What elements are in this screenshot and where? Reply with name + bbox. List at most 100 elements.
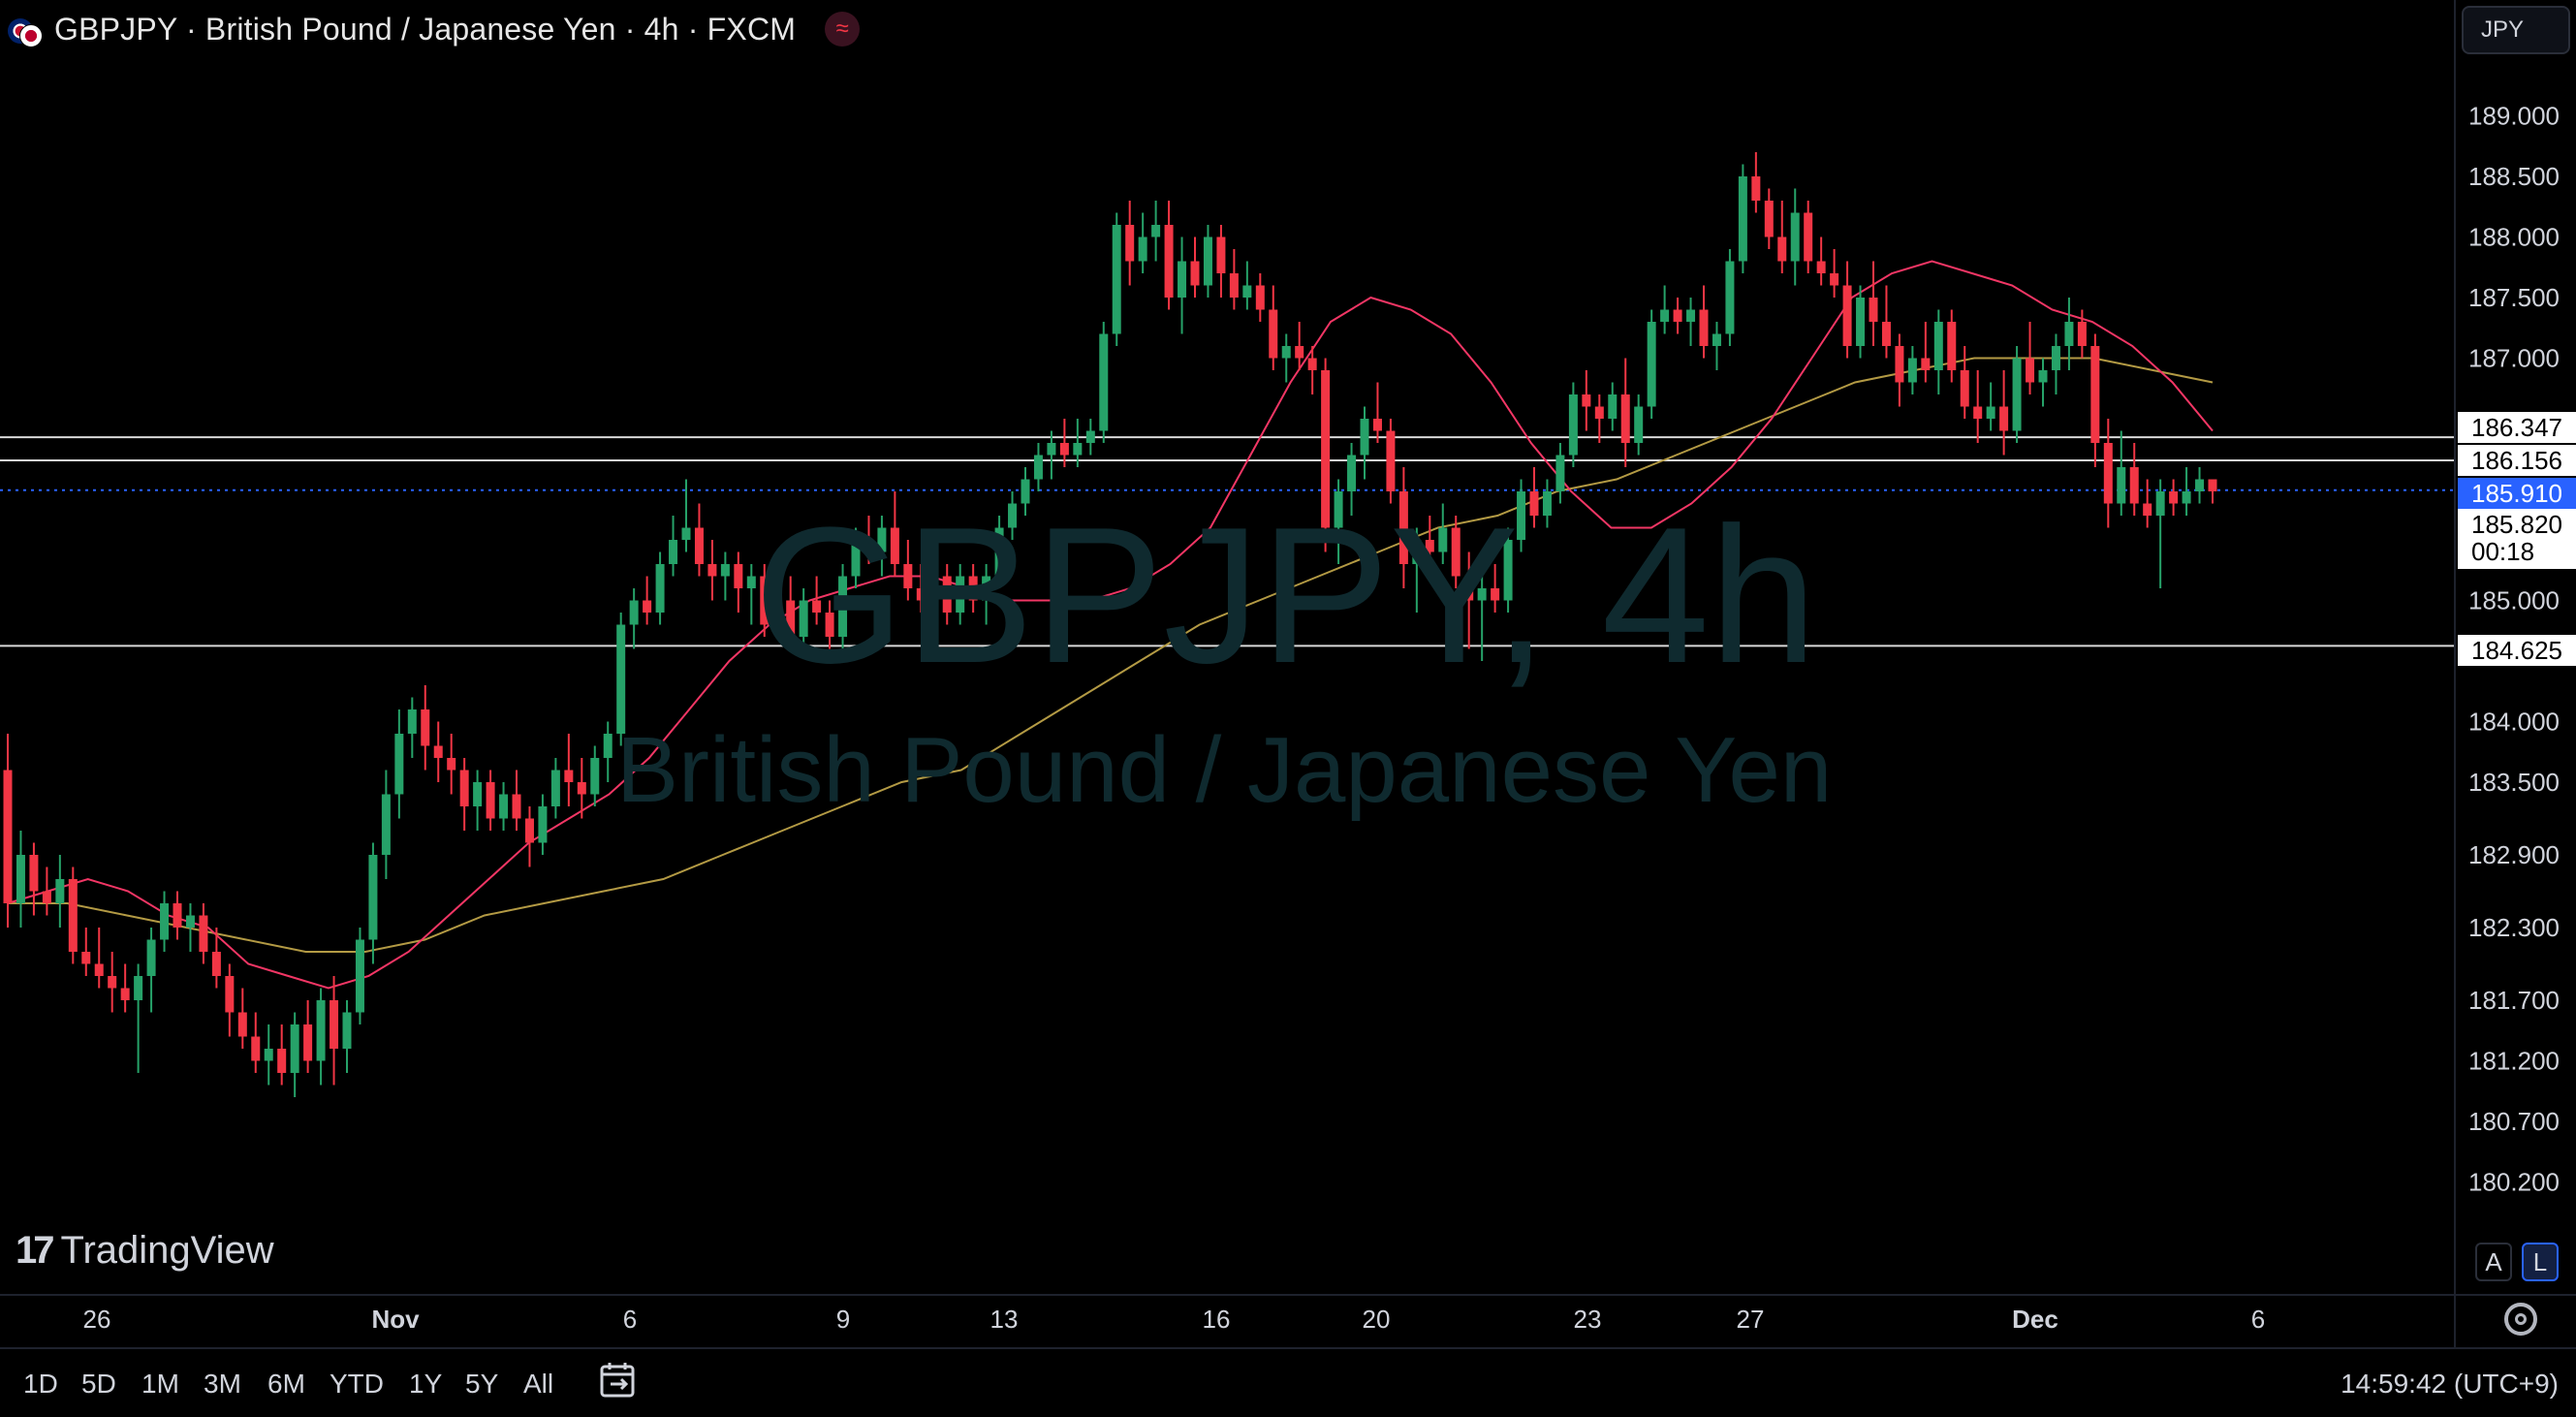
candle-body (1542, 491, 1552, 516)
candle-body (433, 745, 443, 758)
countdown-timer: 00:18 (2471, 537, 2535, 566)
candle-body (237, 1012, 247, 1037)
candle-body (120, 988, 130, 1000)
candle-body (1398, 491, 1408, 564)
candle-body (734, 564, 743, 588)
candle-body (903, 564, 913, 588)
candle-body (81, 952, 91, 964)
timeframe-1y[interactable]: 1Y (409, 1369, 443, 1399)
candle-body (368, 855, 378, 940)
candle-body (2117, 467, 2126, 504)
watermark-symbol: GBPJPY, 4h (754, 488, 1817, 704)
candle-body (1138, 236, 1147, 262)
candle-body (1412, 540, 1422, 564)
bottom-toolbar (0, 1347, 2576, 1417)
timeframe-all[interactable]: All (523, 1369, 554, 1399)
x-tick-label: 23 (1574, 1305, 1602, 1334)
candle-body (303, 1024, 313, 1061)
timeframe-5y[interactable]: 5Y (465, 1369, 499, 1399)
candle-body (655, 564, 665, 613)
candle-body (2026, 358, 2035, 383)
x-tick-label: 9 (836, 1305, 850, 1334)
timeframe-1d[interactable]: 1D (23, 1369, 58, 1399)
candle-body (225, 976, 235, 1013)
chart-header: GBPJPY · British Pound / Japanese Yen · … (0, 0, 861, 58)
candle-body (342, 1012, 352, 1049)
timeframe-ytd[interactable]: YTD (330, 1369, 384, 1399)
candle-body (251, 1036, 261, 1061)
last-price-label: 185.910 (2458, 478, 2576, 509)
date-range-calendar-icon[interactable] (599, 1361, 640, 1400)
candle-body (1125, 225, 1135, 262)
candle-body (1933, 322, 1943, 370)
timeframe-3m[interactable]: 3M (204, 1369, 241, 1399)
candle-body (2077, 322, 2087, 346)
candle-body (812, 600, 822, 613)
auto-scale-button[interactable]: A (2475, 1243, 2512, 1281)
log-scale-button[interactable]: L (2522, 1243, 2559, 1281)
y-tick-label: 182.300 (2468, 913, 2560, 942)
candle-body (564, 770, 574, 782)
settings-gear-icon[interactable] (2504, 1303, 2537, 1336)
price-label-line2: 186.156 (2458, 445, 2576, 476)
candle-body (2143, 503, 2152, 516)
candle-body (1842, 285, 1852, 346)
timeframe-5d[interactable]: 5D (81, 1369, 116, 1399)
candle-body (799, 600, 808, 637)
candle-body (707, 564, 717, 577)
candle-body (838, 576, 848, 637)
candle-body (290, 1024, 299, 1073)
candle-body (577, 782, 586, 795)
timeframe-6m[interactable]: 6M (267, 1369, 305, 1399)
y-tick-label: 188.500 (2468, 162, 2560, 191)
candle-body (486, 782, 495, 819)
candle-body (1582, 394, 1591, 407)
candle-body (1660, 309, 1670, 322)
tradingview-logo[interactable]: 17 TradingView (16, 1229, 274, 1273)
candle-body (108, 976, 117, 989)
x-tick-label: 16 (1203, 1305, 1231, 1334)
candle-body (94, 963, 104, 976)
candle-body (512, 794, 521, 819)
candle-body (1477, 588, 1487, 601)
candle-body (942, 576, 952, 613)
candle-body (1673, 309, 1682, 322)
candle-body (1112, 225, 1121, 334)
candle-body (160, 903, 170, 940)
candle-body (786, 600, 796, 637)
candle-body (1334, 491, 1343, 528)
candle-body (1255, 285, 1265, 310)
candle-body (68, 879, 78, 952)
y-tick-label: 181.200 (2468, 1047, 2560, 1076)
candle-body (1634, 406, 1644, 443)
y-tick-label: 183.500 (2468, 768, 2560, 797)
y-tick-label: 189.000 (2468, 102, 2560, 131)
candle-body (55, 879, 65, 903)
timeframe-1m[interactable]: 1M (141, 1369, 179, 1399)
candle-body (1608, 394, 1618, 419)
countdown-price: 185.820 (2471, 510, 2562, 539)
wave-indicator-icon[interactable]: ≈ (825, 12, 861, 47)
candle-body (1372, 419, 1382, 431)
candle-body (407, 709, 417, 734)
watermark-description: British Pound / Japanese Yen (616, 718, 1833, 822)
candle-body (473, 782, 483, 806)
candle-body (16, 855, 25, 903)
candle-body (316, 1000, 326, 1061)
tradingview-wordmark: TradingView (60, 1229, 274, 1272)
candle-body (825, 613, 834, 637)
candle-body (1491, 588, 1500, 601)
candle-body (1947, 322, 1957, 370)
candle-body (1999, 406, 2009, 431)
candle-body (1281, 346, 1291, 359)
candle-body (1738, 176, 1747, 262)
candle-body (1178, 261, 1187, 298)
candle-body (1269, 309, 1278, 359)
candle-body (199, 915, 208, 952)
candle-body (394, 734, 404, 795)
candle-body (1073, 443, 1083, 456)
y-tick-label: 182.900 (2468, 840, 2560, 869)
symbol-title[interactable]: GBPJPY · British Pound / Japanese Yen · … (54, 11, 797, 47)
currency-selector[interactable]: JPY (2462, 6, 2570, 54)
